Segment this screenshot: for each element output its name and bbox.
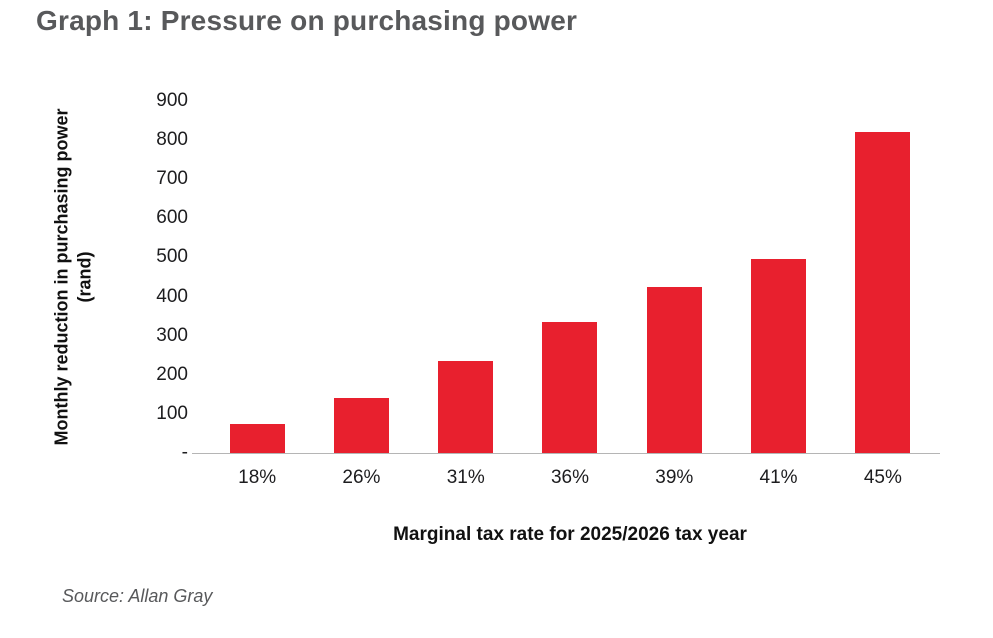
- bar-slot: [309, 101, 413, 453]
- y-tick-label: 400: [156, 285, 188, 307]
- x-tick-label: 39%: [655, 467, 694, 488]
- bar-slot: [622, 101, 726, 453]
- y-tick-label: 500: [156, 246, 188, 268]
- bar-slot: [414, 101, 518, 453]
- x-tick-label: 31%: [446, 467, 485, 488]
- y-tick-label: -: [181, 442, 188, 463]
- bar-slot: [726, 101, 830, 453]
- y-tick-label: 300: [156, 324, 188, 346]
- y-axis-label-line2: (rand): [75, 251, 95, 303]
- bar-slot: [831, 101, 935, 453]
- x-tick-label: 18%: [238, 467, 277, 488]
- bar-slot: [518, 101, 622, 453]
- bar-31%: [438, 361, 494, 453]
- bar-36%: [542, 321, 598, 453]
- y-tick-label: 800: [156, 129, 188, 151]
- bar-39%: [646, 286, 702, 453]
- bar-slot: [205, 101, 309, 453]
- bar-45%: [855, 132, 911, 453]
- y-tick-label: 900: [156, 90, 188, 111]
- bars-area: [205, 101, 935, 453]
- bar-18%: [229, 423, 285, 453]
- source-text: Source: Allan Gray: [62, 586, 213, 606]
- y-axis-ticks: 900 800 700 600 500 400 300 200 100 -: [100, 90, 188, 463]
- y-tick-label: 700: [156, 168, 188, 190]
- chart-title: Graph 1: Pressure on purchasing power: [36, 5, 578, 36]
- bar-41%: [751, 259, 807, 453]
- x-tick-label: 36%: [550, 467, 589, 488]
- plot-area: [205, 101, 935, 453]
- x-tick-label: 41%: [759, 467, 798, 488]
- y-axis-label: Monthly reduction in purchasing power (r…: [51, 47, 98, 507]
- y-tick-label: 200: [156, 363, 188, 385]
- bar-26%: [333, 398, 389, 453]
- x-tick-label: 26%: [342, 467, 381, 488]
- y-tick-label: 100: [156, 402, 188, 424]
- x-axis-line: [192, 453, 940, 454]
- x-axis-label: Marginal tax rate for 2025/2026 tax year: [393, 524, 747, 545]
- y-tick-label: 600: [156, 207, 188, 229]
- y-axis-label-line1: Monthly reduction in purchasing power: [51, 108, 72, 446]
- x-axis-ticks: 18% 26% 31% 36% 39% 41% 45%: [205, 467, 935, 489]
- x-tick-label: 45%: [863, 467, 902, 488]
